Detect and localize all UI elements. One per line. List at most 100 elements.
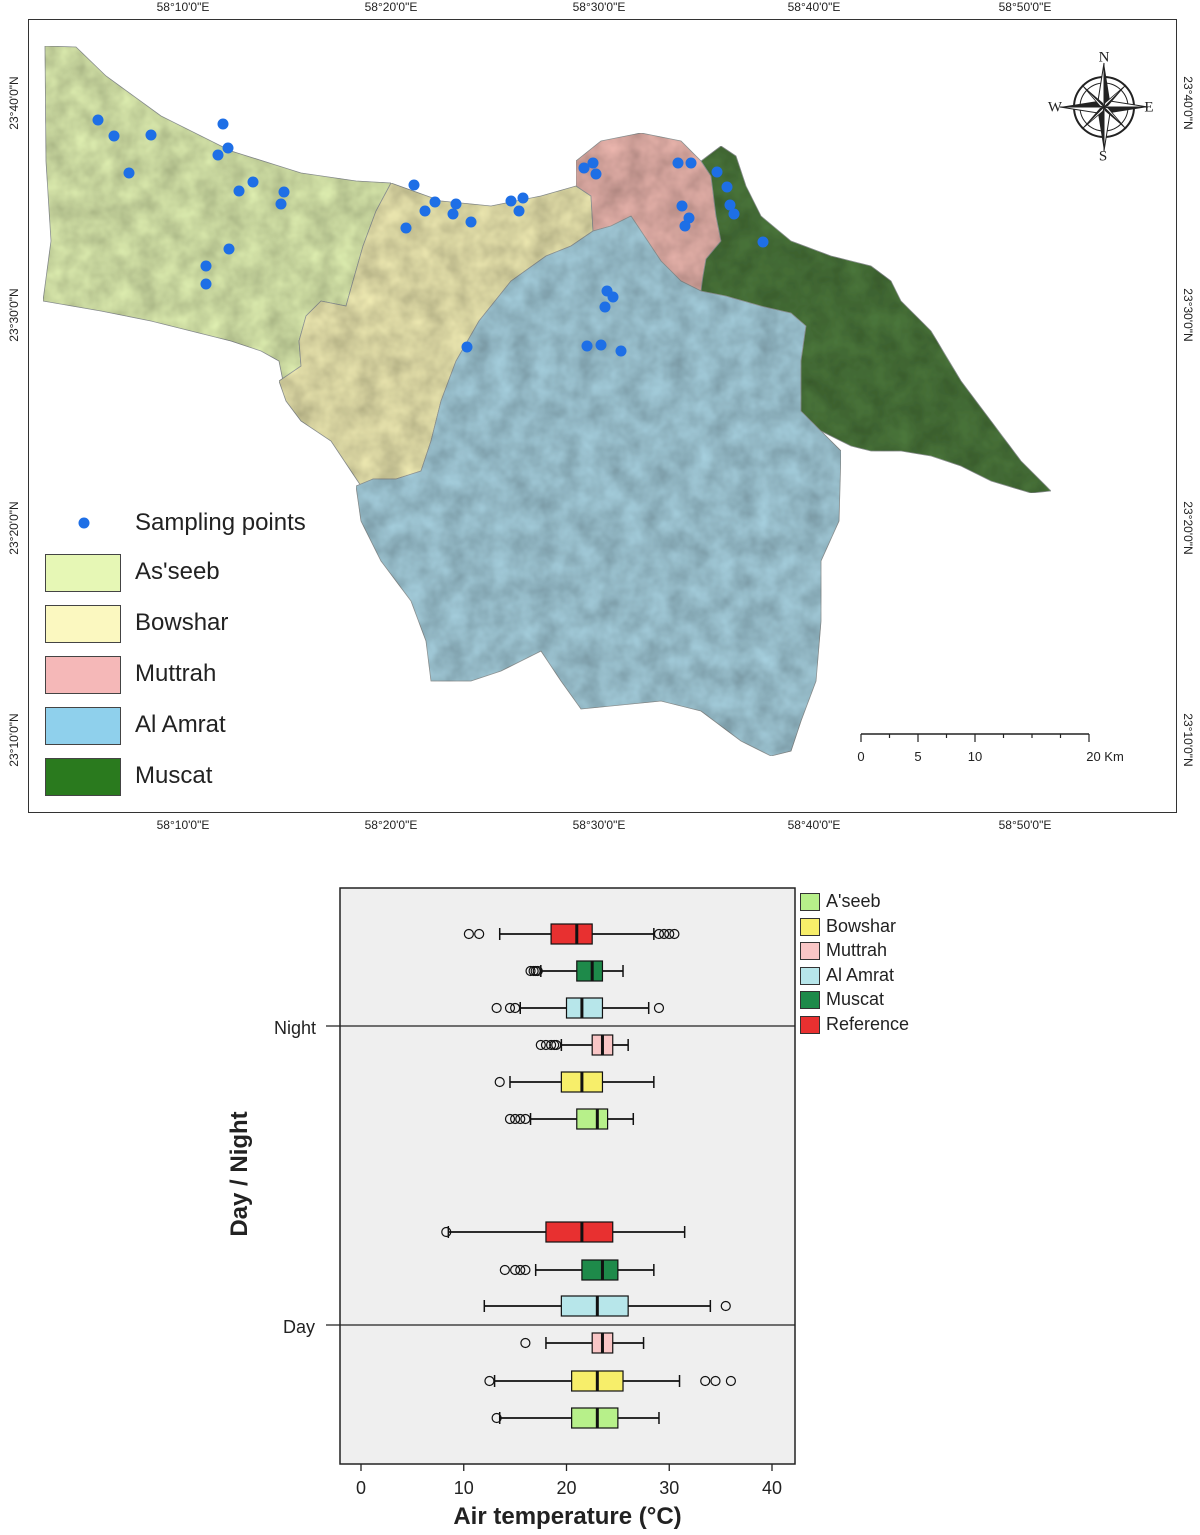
legend-sampling-points: Sampling points <box>135 509 306 536</box>
box-iqr <box>581 1259 619 1281</box>
longitude-tick-label: 58°20'0"E <box>364 0 418 14</box>
latitude-tick-label: 23°40'0"N <box>1181 76 1195 130</box>
box-day-bowshar <box>484 1370 737 1392</box>
boxplot-chart <box>326 887 796 1471</box>
sampling-points-layer <box>92 114 769 357</box>
legend-label: Bowshar <box>826 915 897 936</box>
box-iqr <box>576 1108 609 1130</box>
box-iqr <box>550 923 593 945</box>
outlier-point <box>720 1300 731 1312</box>
outlier-point <box>491 1412 502 1424</box>
outlier-point <box>520 1337 531 1349</box>
outlier-point <box>710 1375 721 1387</box>
longitude-tick-label: 58°50'0"E <box>998 818 1052 832</box>
x-axis <box>360 1464 773 1471</box>
outlier-point <box>494 1076 505 1088</box>
sampling-point <box>757 236 769 248</box>
legend-swatch <box>800 966 820 985</box>
boxplot-legend-item: Al Amrat <box>800 965 894 985</box>
sampling-point <box>721 181 733 193</box>
outlier-point <box>535 1039 546 1051</box>
sampling-point <box>685 157 697 169</box>
legend-label: Muscat <box>826 989 885 1009</box>
legend-label: Bowshar <box>135 609 229 636</box>
sampling-point <box>587 157 599 169</box>
sampling-point <box>233 185 245 197</box>
sampling-point <box>590 168 602 180</box>
outlier-point <box>484 1375 495 1387</box>
longitude-tick-label: 58°40'0"E <box>787 0 841 14</box>
latitude-tick-label: 23°20'0"N <box>7 501 21 555</box>
sampling-point <box>212 149 224 161</box>
longitude-tick-label: 58°20'0"E <box>364 818 418 832</box>
compass-w-label: W <box>1047 99 1063 116</box>
sampling-point <box>607 291 619 303</box>
longitude-tick-label: 58°30'0"E <box>572 818 626 832</box>
legend-label: Muscat <box>135 762 213 789</box>
outlier-point <box>510 1113 521 1125</box>
sampling-point <box>461 341 473 353</box>
outlier-point <box>510 1264 521 1276</box>
map-canvas <box>42 45 1149 757</box>
compass-rose-icon <box>1059 62 1149 152</box>
sampling-point <box>711 166 723 178</box>
outlier-point <box>653 1002 665 1014</box>
latitude-tick-label: 23°30'0"N <box>7 288 21 342</box>
sampling-point <box>200 260 212 272</box>
box-day-a-seeb <box>491 1407 660 1429</box>
box-day-muscat <box>499 1259 655 1281</box>
box-night-bowshar <box>494 1071 655 1093</box>
scale-bar-label: 20 Km <box>1086 749 1124 764</box>
sampling-point <box>247 176 259 188</box>
box-night-muttrah <box>535 1034 629 1056</box>
legend-label: As'seeb <box>135 558 220 585</box>
legend-swatch-muscat <box>45 758 121 796</box>
sampling-point <box>450 198 462 210</box>
boxplot-legend-item: A'seeb <box>800 891 881 912</box>
sampling-point <box>429 196 441 208</box>
box-night-reference <box>463 923 680 945</box>
sampling-point <box>145 129 157 141</box>
sampling-point <box>123 167 135 179</box>
sampling-point <box>278 186 290 198</box>
x-tick-label: 20 <box>556 1478 577 1498</box>
legend-label: Al Amrat <box>826 964 895 985</box>
category-label-day: Day <box>283 1317 316 1337</box>
compass-e-label: E <box>1144 99 1154 116</box>
outlier-point <box>463 928 474 940</box>
sampling-point <box>447 208 459 220</box>
outlier-point <box>551 1039 562 1051</box>
sampling-point-marker-icon <box>78 517 90 529</box>
sampling-point <box>581 340 593 352</box>
longitude-tick-label: 58°40'0"E <box>787 818 841 832</box>
legend-swatch <box>800 991 820 1010</box>
legend-swatch <box>800 893 820 912</box>
outlier-point <box>504 1002 516 1014</box>
sampling-point <box>505 195 517 207</box>
x-axis-title: Air temperature (°C) <box>453 1503 682 1530</box>
sampling-point <box>679 220 691 232</box>
sampling-point <box>517 192 529 204</box>
outlier-point <box>653 928 665 940</box>
boxplot-legend-item: Muscat <box>800 989 885 1010</box>
legend-label: Muttrah <box>826 940 888 960</box>
box-iqr <box>545 1221 614 1243</box>
outlier-point <box>515 1113 526 1125</box>
sampling-point <box>599 301 611 313</box>
box-iqr <box>560 1295 629 1317</box>
boxplot-legend-item: Reference <box>800 1014 909 1034</box>
plot-area <box>339 887 796 1465</box>
latitude-tick-label: 23°40'0"N <box>7 76 21 130</box>
box-day-al-amrat <box>483 1295 731 1317</box>
box-night-a-seeb <box>504 1108 635 1130</box>
sampling-point <box>222 142 234 154</box>
sampling-point <box>578 162 590 174</box>
legend-label: A'seeb <box>826 891 881 911</box>
latitude-tick-label: 23°10'0"N <box>7 713 21 767</box>
longitude-tick-label: 58°30'0"E <box>572 0 626 14</box>
boxplot-legend-item: Muttrah <box>800 940 888 961</box>
legend-swatch-al-amrat <box>45 707 121 745</box>
outlier-point <box>504 1113 516 1125</box>
sampling-point <box>108 130 120 142</box>
longitude-tick-label: 58°10'0"E <box>156 818 210 832</box>
